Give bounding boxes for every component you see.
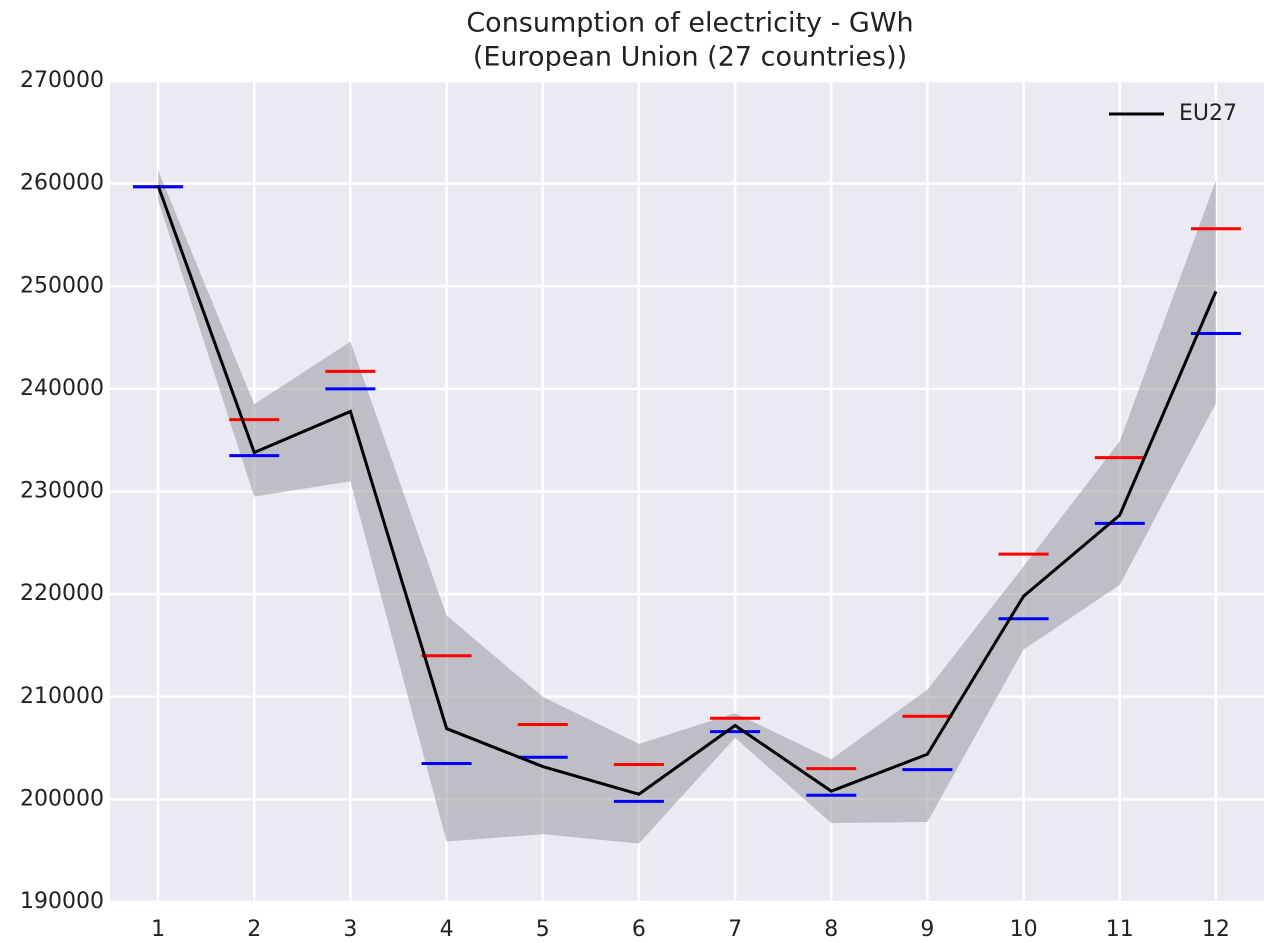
- x-tick-label: 2: [247, 917, 261, 942]
- y-tick-label: 220000: [20, 581, 104, 606]
- x-tick-label: 1: [151, 917, 165, 942]
- x-tick-label: 4: [440, 917, 454, 942]
- x-tick-label: 11: [1106, 917, 1134, 942]
- x-tick-label: 12: [1202, 917, 1230, 942]
- x-tick-label: 8: [824, 917, 838, 942]
- x-tick-label: 7: [728, 917, 742, 942]
- y-tick-label: 250000: [20, 273, 104, 298]
- x-tick-label: 6: [632, 917, 646, 942]
- y-tick-label: 190000: [20, 889, 104, 914]
- x-tick-label: 3: [343, 917, 357, 942]
- y-tick-label: 210000: [20, 684, 104, 709]
- x-tick-label: 10: [1010, 917, 1038, 942]
- y-tick-label: 230000: [20, 479, 104, 504]
- range-band: [158, 170, 1216, 844]
- y-tick-label: 240000: [20, 376, 104, 401]
- x-tick-label: 9: [920, 917, 934, 942]
- y-tick-label: 260000: [20, 171, 104, 196]
- x-tick-label: 5: [536, 917, 550, 942]
- chart-title: Consumption of electricity - GWh: [466, 8, 913, 39]
- line: [156, 185, 1218, 796]
- y-tick-label: 270000: [20, 68, 104, 93]
- y-tick-label: 200000: [20, 786, 104, 811]
- legend-label: EU27: [1179, 101, 1237, 126]
- chart-subtitle: (European Union (27 countries)): [473, 42, 907, 73]
